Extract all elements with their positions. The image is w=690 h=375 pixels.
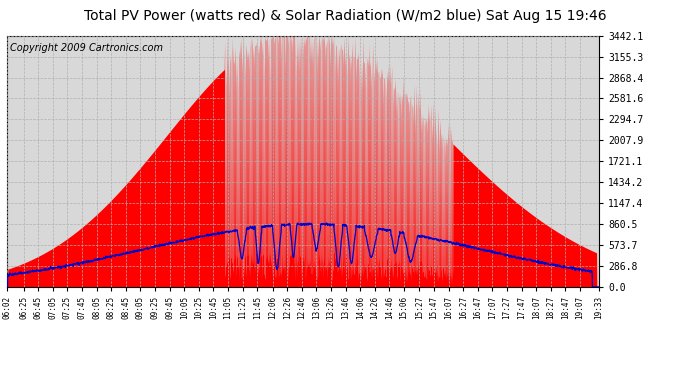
Text: Total PV Power (watts red) & Solar Radiation (W/m2 blue) Sat Aug 15 19:46: Total PV Power (watts red) & Solar Radia… (83, 9, 607, 23)
Text: Copyright 2009 Cartronics.com: Copyright 2009 Cartronics.com (10, 43, 163, 53)
